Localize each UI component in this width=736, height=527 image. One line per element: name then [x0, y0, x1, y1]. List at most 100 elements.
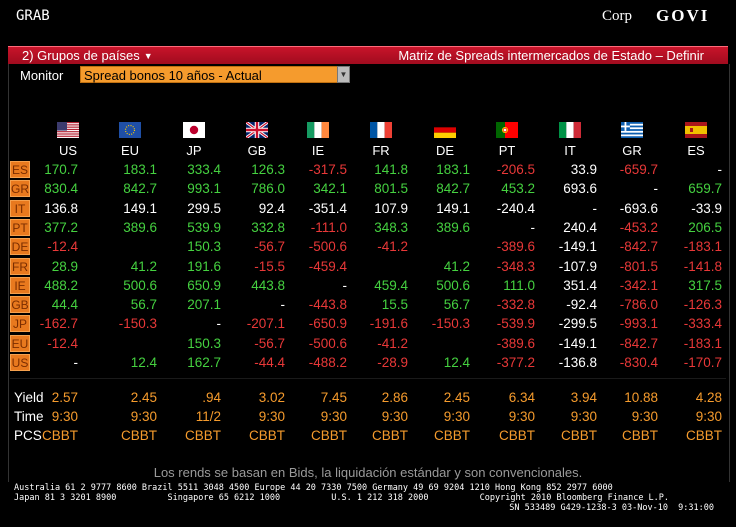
- spread-cell[interactable]: -107.9: [558, 258, 597, 274]
- spread-cell[interactable]: -: [717, 162, 723, 177]
- spread-cell[interactable]: -786.0: [619, 297, 658, 313]
- spread-cell[interactable]: -15.5: [254, 258, 285, 274]
- spread-cell[interactable]: -12.4: [47, 239, 78, 255]
- spread-cell[interactable]: -136.8: [558, 355, 597, 370]
- spread-cell[interactable]: -342.1: [619, 277, 658, 293]
- spread-cell[interactable]: -150.3: [118, 316, 157, 332]
- row-label-fr[interactable]: FR: [10, 257, 30, 275]
- spread-cell[interactable]: -351.4: [308, 200, 347, 216]
- spread-cell[interactable]: 183.1: [123, 162, 157, 177]
- spread-cell[interactable]: -842.7: [619, 239, 658, 255]
- spread-cell[interactable]: -183.1: [683, 239, 722, 255]
- spread-cell[interactable]: 500.6: [123, 277, 157, 293]
- spread-cell[interactable]: 443.8: [251, 277, 285, 293]
- spread-cell[interactable]: 162.7: [187, 355, 221, 370]
- spread-cell[interactable]: 170.7: [44, 162, 78, 177]
- spread-cell[interactable]: 786.0: [251, 181, 285, 197]
- row-label-gb[interactable]: GB: [10, 296, 30, 314]
- spread-cell[interactable]: 150.3: [187, 335, 221, 351]
- spread-cell[interactable]: -: [530, 219, 536, 235]
- spread-cell[interactable]: 299.5: [187, 200, 221, 216]
- spread-cell[interactable]: -459.4: [308, 258, 347, 274]
- spread-cell[interactable]: -317.5: [308, 162, 347, 177]
- spread-cell[interactable]: 389.6: [436, 219, 470, 235]
- row-label-gr[interactable]: GR: [10, 180, 30, 198]
- spread-cell[interactable]: -389.6: [496, 239, 535, 255]
- spread-cell[interactable]: -126.3: [683, 297, 722, 313]
- row-label-de[interactable]: DE: [10, 238, 30, 256]
- spread-cell[interactable]: -: [216, 316, 222, 332]
- spread-cell[interactable]: 333.4: [187, 162, 221, 177]
- spread-cell[interactable]: -993.1: [619, 316, 658, 332]
- spread-cell[interactable]: -162.7: [39, 316, 78, 332]
- spread-cell[interactable]: 332.8: [251, 219, 285, 235]
- spread-cell[interactable]: -170.7: [683, 355, 722, 370]
- spread-cell[interactable]: 136.8: [44, 200, 78, 216]
- spread-cell[interactable]: -500.6: [308, 335, 347, 351]
- spread-cell[interactable]: 659.7: [688, 181, 722, 197]
- spread-cell[interactable]: 389.6: [123, 219, 157, 235]
- spread-cell[interactable]: 107.9: [374, 200, 408, 216]
- spread-cell[interactable]: -333.4: [683, 316, 722, 332]
- spread-cell[interactable]: 348.3: [374, 219, 408, 235]
- spread-cell[interactable]: -33.9: [691, 200, 722, 216]
- monitor-select[interactable]: Spread bonos 10 años - Actual ▼: [80, 66, 350, 83]
- spread-cell[interactable]: -659.7: [619, 162, 658, 177]
- spread-cell[interactable]: 342.1: [313, 181, 347, 197]
- spread-cell[interactable]: -: [280, 297, 286, 313]
- spread-cell[interactable]: -12.4: [47, 335, 78, 351]
- spread-cell[interactable]: 183.1: [436, 162, 470, 177]
- spread-cell[interactable]: 41.2: [130, 258, 157, 274]
- spread-cell[interactable]: -: [342, 277, 348, 293]
- spread-cell[interactable]: 191.6: [187, 258, 221, 274]
- row-label-ie[interactable]: IE: [10, 276, 30, 294]
- spread-cell[interactable]: 801.5: [374, 181, 408, 197]
- row-label-it[interactable]: IT: [10, 199, 30, 217]
- spread-cell[interactable]: -500.6: [308, 239, 347, 255]
- spread-cell[interactable]: 650.9: [187, 277, 221, 293]
- spread-cell[interactable]: 830.4: [44, 181, 78, 197]
- spread-cell[interactable]: -650.9: [308, 316, 347, 332]
- spread-cell[interactable]: 206.5: [688, 219, 722, 235]
- spread-cell[interactable]: 150.3: [187, 239, 221, 255]
- spread-cell[interactable]: 56.7: [443, 297, 470, 313]
- spread-cell[interactable]: 459.4: [374, 277, 408, 293]
- spread-cell[interactable]: -389.6: [496, 335, 535, 351]
- spread-cell[interactable]: -150.3: [431, 316, 470, 332]
- spread-cell[interactable]: 500.6: [436, 277, 470, 293]
- spread-cell[interactable]: -: [653, 181, 659, 197]
- spread-cell[interactable]: -443.8: [308, 297, 347, 313]
- spread-cell[interactable]: -539.9: [496, 316, 535, 332]
- spread-cell[interactable]: -41.2: [377, 335, 408, 351]
- spread-cell[interactable]: -56.7: [254, 335, 285, 351]
- spread-cell[interactable]: -377.2: [496, 355, 535, 370]
- spread-cell[interactable]: 33.9: [570, 162, 597, 177]
- row-label-eu[interactable]: EU: [10, 334, 30, 352]
- spread-cell[interactable]: 56.7: [130, 297, 157, 313]
- spread-cell[interactable]: -141.8: [683, 258, 722, 274]
- spread-cell[interactable]: 842.7: [123, 181, 157, 197]
- spread-cell[interactable]: -149.1: [558, 335, 597, 351]
- row-label-us[interactable]: US: [10, 354, 30, 371]
- spread-cell[interactable]: 453.2: [501, 181, 535, 197]
- spread-cell[interactable]: 126.3: [251, 162, 285, 177]
- spread-cell[interactable]: 539.9: [187, 219, 221, 235]
- spread-cell[interactable]: 240.4: [563, 219, 597, 235]
- spread-cell[interactable]: 28.9: [51, 258, 78, 274]
- spread-cell[interactable]: 207.1: [187, 297, 221, 313]
- row-label-pt[interactable]: PT: [10, 218, 30, 236]
- spread-cell[interactable]: -693.6: [619, 200, 658, 216]
- spread-cell[interactable]: 149.1: [436, 200, 470, 216]
- spread-cell[interactable]: -111.0: [310, 219, 347, 235]
- spread-cell[interactable]: 141.8: [374, 162, 408, 177]
- spread-cell[interactable]: 92.4: [258, 200, 285, 216]
- spread-cell[interactable]: -488.2: [308, 355, 347, 370]
- row-label-jp[interactable]: JP: [10, 315, 30, 333]
- spread-cell[interactable]: 488.2: [44, 277, 78, 293]
- spread-cell[interactable]: -28.9: [377, 355, 408, 370]
- spread-cell[interactable]: 12.4: [130, 355, 157, 370]
- spread-cell[interactable]: -: [592, 200, 598, 216]
- spread-cell[interactable]: -453.2: [619, 219, 658, 235]
- spread-cell[interactable]: -183.1: [683, 335, 722, 351]
- spread-cell[interactable]: -41.2: [377, 239, 408, 255]
